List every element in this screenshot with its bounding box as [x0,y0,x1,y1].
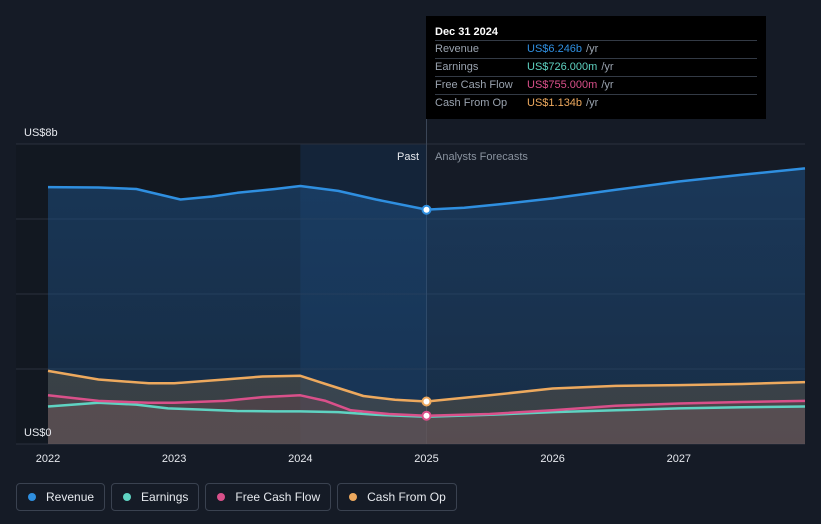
legend: Revenue Earnings Free Cash Flow Cash From O… [16,483,457,511]
y-label-bottom: US$0 [24,427,52,439]
tooltip: Dec 31 2024 Revenue US$6.246b/yr Earnings U… [426,16,766,119]
free-cash-flow-point [421,410,432,421]
tooltip-row-value: US$726.000m [527,61,598,73]
tooltip-date: Dec 31 2024 [435,26,498,38]
y-label-top: US$8b [24,127,58,139]
x-tick-label: 2023 [162,453,186,465]
tooltip-row-unit: /yr [601,79,614,91]
earnings-area [48,402,805,444]
tooltip-row-unit: /yr [586,97,599,109]
tooltip-row-value: US$6.246b [527,43,583,55]
revenue-point [421,204,432,215]
legend-dot-icon [349,493,358,501]
cash-from-op-area [48,370,805,444]
revenue-line [47,167,806,211]
legend-label: Earnings [141,490,189,504]
tooltip-row: Cash From Op US$1.134b/yr [435,94,757,112]
legend-dot-icon [123,493,132,501]
tooltip-row: Earnings US$726.000m/yr [435,58,757,76]
past-label: Past [397,151,419,163]
tooltip-row-label: Revenue [435,43,480,55]
tooltip-row-value: US$1.134b [527,97,583,109]
tooltip-row-unit: /yr [601,61,614,73]
tooltip-row-unit: /yr [586,43,599,55]
tooltip-row-label: Cash From Op [435,97,508,109]
x-tick-label: 2026 [540,453,564,465]
legend-item-revenue[interactable]: Revenue [16,483,106,511]
x-tick-label: 2025 [414,453,438,465]
cash-from-op-line [47,369,806,403]
legend-dot-icon [28,493,36,501]
legend-dot-icon [217,493,226,501]
forecast-label: Analysts Forecasts [435,151,528,163]
legend-label: Revenue [46,490,95,504]
revenue-area [48,168,805,444]
legend-item-earnings[interactable]: Earnings [111,483,200,511]
legend-item-cash-from-op[interactable]: Cash From Op [337,483,457,511]
legend-label: Free Cash Flow [235,490,321,504]
cash-from-op-point [421,396,432,407]
financials-chart: US$8b US$0 Past Analysts Forecasts 2022 2… [16,119,806,465]
tooltip-row: Free Cash Flow US$755.000m/yr [435,76,757,94]
tooltip-row-label: Earnings [435,61,479,73]
earnings-line [47,401,806,419]
tooltip-row-label: Free Cash Flow [435,79,513,91]
x-tick-label: 2024 [288,453,312,465]
free-cash-flow-line [47,394,806,417]
legend-item-free-cash-flow[interactable]: Free Cash Flow [205,483,332,511]
x-tick-label: 2027 [667,453,691,465]
tooltip-row-value: US$755.000m [527,79,598,91]
tooltip-row: Revenue US$6.246b/yr [435,40,757,58]
legend-label: Cash From Op [367,490,446,504]
x-tick-label: 2022 [36,453,60,465]
